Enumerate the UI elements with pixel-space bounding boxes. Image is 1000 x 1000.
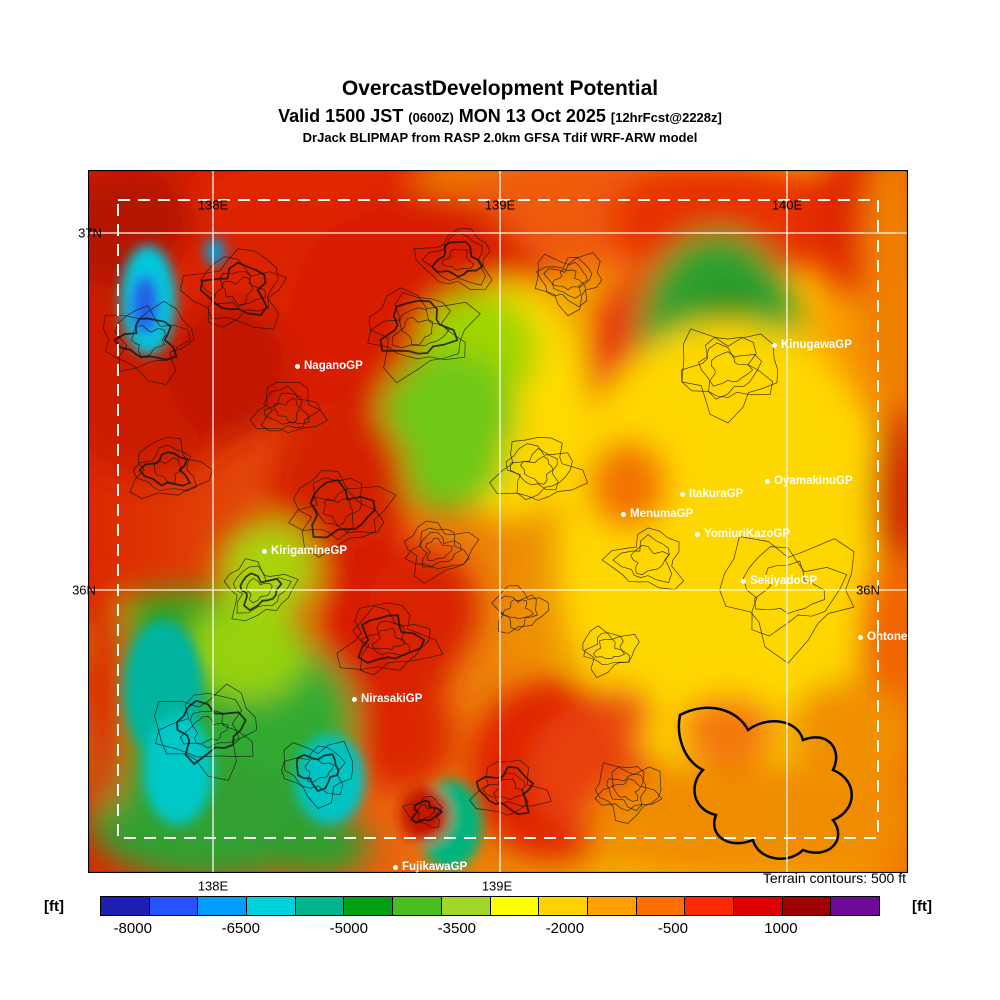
station-marker: ItakuraGP	[680, 488, 743, 500]
station-label: MenumaGP	[630, 508, 694, 520]
valid-fcst: [12hrFcst@2228z]	[610, 110, 722, 126]
colorbar-segment	[344, 897, 394, 915]
grid-label-top: 138E	[197, 197, 229, 213]
grid-label-left: 37N	[78, 225, 102, 241]
station-dot-icon	[352, 696, 357, 702]
station-marker: KirigamineGP	[262, 545, 347, 557]
map-clip: NaganoGP KinugawaGP OyamakinuGP ItakuraGP Me…	[88, 170, 908, 873]
station-dot-icon	[741, 578, 746, 584]
map-svg	[88, 170, 908, 873]
colorbar-segment	[685, 897, 734, 915]
colorbar-tick: -5000	[329, 920, 368, 937]
station-marker: FujikawaGP	[393, 861, 467, 873]
station-label: ItakuraGP	[689, 488, 744, 500]
station-label: OyamakinuGP	[774, 475, 853, 487]
station-dot-icon	[295, 363, 300, 369]
colorbar	[100, 896, 880, 916]
station-label: KinugawaGP	[781, 339, 852, 351]
station-marker: OhtoneGP	[858, 631, 908, 643]
valid-zulu: (0600Z)	[408, 110, 454, 126]
colorbar-segment	[490, 897, 540, 915]
colorbar-segment	[247, 897, 296, 915]
colorbar-tick: -6500	[221, 920, 260, 937]
grid-label-right: 36N	[856, 582, 880, 598]
station-dot-icon	[262, 548, 267, 554]
weather-map: NaganoGP KinugawaGP OyamakinuGP ItakuraGP Me…	[72, 170, 908, 894]
station-marker: OyamakinuGP	[765, 475, 853, 487]
lat-lon-gridlines	[88, 170, 908, 873]
station-marker: MenumaGP	[621, 508, 693, 520]
colorbar-segment	[393, 897, 442, 915]
colorbar-segment	[539, 897, 588, 915]
colorbar-segment	[101, 897, 150, 915]
valid-line: Valid 1500 JST (0600Z) MON 13 Oct 2025 […	[0, 105, 1000, 128]
model-line: DrJack BLIPMAP from RASP 2.0km GFSA Tdif…	[302, 129, 698, 145]
colorbar-tick: 1000	[764, 920, 798, 937]
valid-date: MON 13 Oct 2025	[458, 106, 606, 127]
station-label: NaganoGP	[304, 360, 363, 372]
station-label: FujikawaGP	[402, 861, 468, 873]
station-label: KirigamineGP	[271, 545, 348, 557]
station-marker: KinugawaGP	[772, 339, 852, 351]
colorbar-tick: -8000	[113, 920, 152, 937]
station-marker: NirasakiGP	[352, 693, 422, 705]
colorbar-unit-left: [ft]	[44, 898, 64, 915]
colorbar-segment	[636, 897, 686, 915]
station-label: OhtoneGP	[867, 631, 908, 643]
colorbar-tick: -2000	[545, 920, 585, 937]
colorbar-tick: -500	[657, 920, 688, 937]
grid-label-bottom: 139E	[481, 878, 513, 894]
station-marker: YomiuriKazoGP	[695, 528, 790, 540]
colorbar-segment	[733, 897, 783, 915]
colorbar-segment	[198, 897, 248, 915]
station-marker: NaganoGP	[295, 360, 363, 372]
colorbar-segment	[441, 897, 491, 915]
grid-label-top: 139E	[484, 197, 516, 213]
station-label: YomiuriKazoGP	[704, 528, 791, 540]
plot-title: OvercastDevelopment Potential	[341, 77, 659, 100]
colorbar-segment	[782, 897, 832, 915]
colorbar-segment	[295, 897, 345, 915]
coastline	[677, 706, 853, 860]
station-dot-icon	[680, 491, 685, 497]
colorbar-segment	[587, 897, 637, 915]
colorbar-unit-right: [ft]	[912, 898, 932, 915]
station-dot-icon	[695, 531, 700, 537]
colorbar-segment	[831, 897, 879, 915]
colorbar-segment	[149, 897, 199, 915]
station-dot-icon	[393, 864, 398, 870]
grid-label-bottom: 138E	[197, 878, 229, 894]
station-marker: SekiyadoGP	[741, 575, 817, 587]
map-border	[88, 170, 908, 873]
station-label: NirasakiGP	[361, 693, 423, 705]
domain-boundary	[117, 199, 879, 839]
station-dot-icon	[765, 478, 770, 484]
terrain-note: Terrain contours: 500 ft	[762, 870, 906, 886]
station-label: SekiyadoGP	[750, 575, 818, 587]
station-dot-icon	[858, 634, 863, 640]
grid-label-top: 140E	[771, 197, 803, 213]
grid-label-left: 36N	[72, 582, 96, 598]
station-dot-icon	[621, 511, 626, 517]
plot-header: OvercastDevelopment Potential Valid 1500…	[0, 76, 1000, 146]
valid-prefix: Valid 1500 JST	[278, 106, 404, 127]
colorbar-tick: -3500	[437, 920, 477, 937]
station-dot-icon	[772, 342, 777, 348]
